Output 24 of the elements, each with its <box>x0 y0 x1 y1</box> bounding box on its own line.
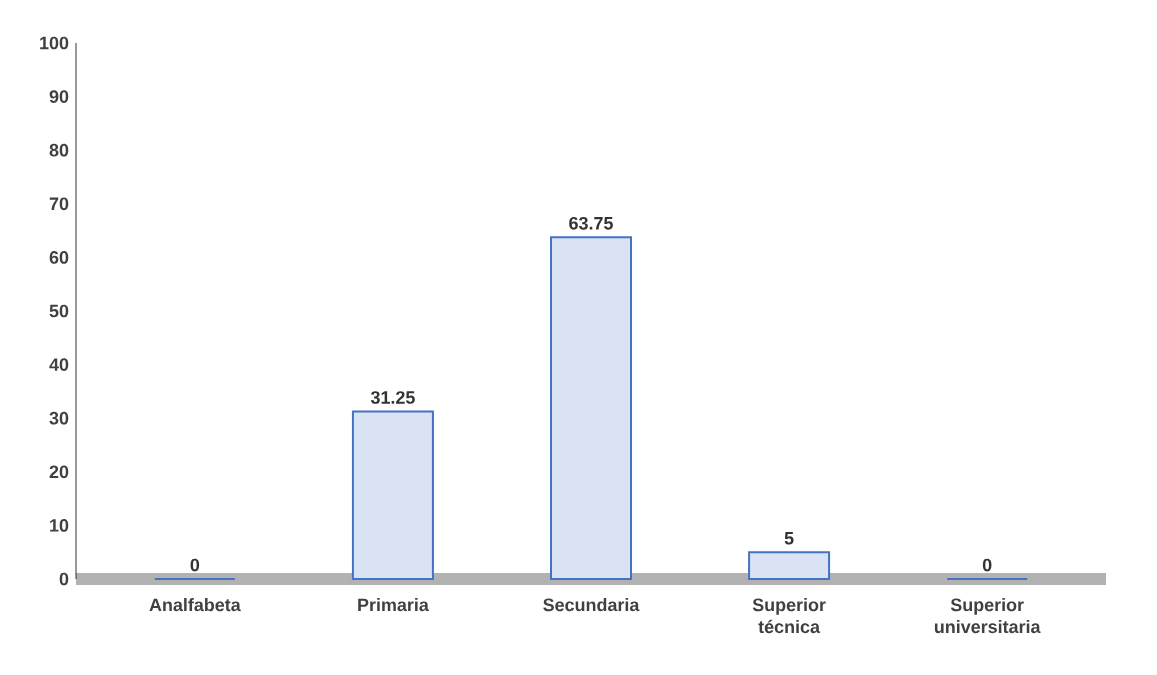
x-tick-label: Superior técnica <box>752 598 826 634</box>
data-label: 5 <box>784 532 794 545</box>
data-label: 63.75 <box>569 216 613 230</box>
y-tick-label: 80 <box>49 143 69 157</box>
data-label: 0 <box>190 558 200 572</box>
bar <box>351 410 434 580</box>
y-tick-label: 100 <box>40 36 69 50</box>
y-tick-label: 40 <box>49 358 69 371</box>
bar <box>550 236 633 580</box>
x-tick-label: Superior universitaria <box>934 598 1041 634</box>
data-label: 31.25 <box>370 391 415 404</box>
data-label: 0 <box>982 558 992 572</box>
x-tick-label: Secundaria <box>543 598 640 612</box>
y-tick-label: 20 <box>49 465 69 479</box>
y-tick-label: 0 <box>59 572 69 586</box>
y-tick-label: 10 <box>50 519 69 532</box>
y-tick-label: 70 <box>49 197 69 211</box>
y-tick-label: 90 <box>49 90 69 103</box>
y-tick-label: 50 <box>49 304 69 318</box>
bar <box>748 551 831 580</box>
x-tick-label: Analfabeta <box>149 598 241 612</box>
x-tick-label: Primaria <box>358 598 429 612</box>
y-tick-label: 60 <box>49 251 69 264</box>
y-tick-label: 30 <box>49 411 69 425</box>
